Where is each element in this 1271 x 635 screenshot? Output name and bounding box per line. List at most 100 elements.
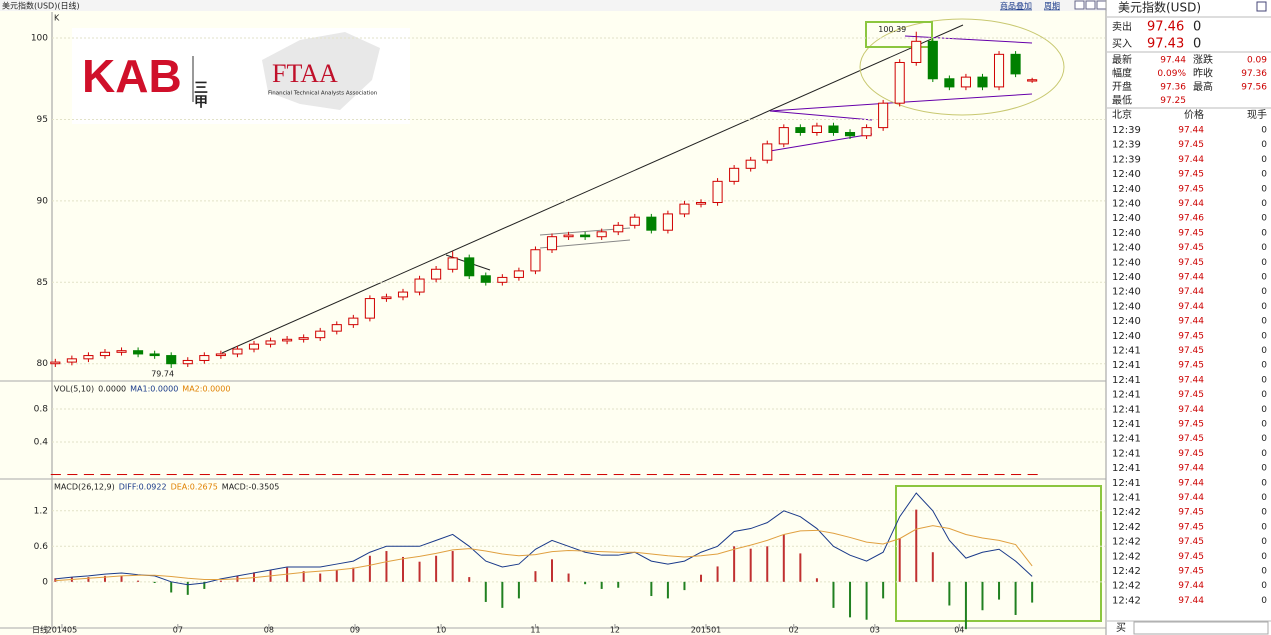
tick-time: 12:41 <box>1112 404 1141 415</box>
tick-price: 97.44 <box>1178 317 1204 327</box>
tick-price: 97.45 <box>1178 331 1204 341</box>
tick-time: 12:41 <box>1112 419 1141 430</box>
tick-size: 0 <box>1261 155 1267 165</box>
legend-entry: MACD(26,12,9) <box>54 483 115 492</box>
candle-body <box>778 127 789 145</box>
stat-value: 97.36 <box>1160 83 1186 93</box>
candle-body <box>447 257 458 270</box>
candle-body <box>116 350 127 353</box>
btn-c[interactable] <box>1096 0 1107 10</box>
btn-a[interactable] <box>1074 0 1085 10</box>
stat-value: 97.56 <box>1241 83 1267 93</box>
tick-time: 12:42 <box>1112 507 1141 518</box>
volume-bar <box>216 474 227 476</box>
volume-bar <box>315 474 326 476</box>
tick-time: 12:40 <box>1112 243 1141 254</box>
channel-line <box>769 133 873 152</box>
volume-bar <box>713 474 724 476</box>
candle-body <box>828 125 839 133</box>
tick-time: 12:40 <box>1112 257 1141 268</box>
tick-size: 0 <box>1261 596 1267 606</box>
window-buttons <box>1074 0 1107 10</box>
tick-price: 97.45 <box>1178 258 1204 268</box>
tick-size: 0 <box>1261 184 1267 194</box>
y-tick-label: 85 <box>37 278 48 288</box>
tick-size: 0 <box>1261 214 1267 224</box>
volume-bar <box>133 474 144 476</box>
volume-bar <box>514 474 525 476</box>
tick-size: 0 <box>1261 478 1267 488</box>
tick-size: 0 <box>1261 243 1267 253</box>
volume-bar <box>994 474 1005 476</box>
tick-size: 0 <box>1261 170 1267 180</box>
logo: KAB 三甲 FTAA Financial Technical Analysts… <box>72 28 410 124</box>
tick-time: 12:39 <box>1112 125 1141 136</box>
volume-bar <box>249 474 260 476</box>
candle-body <box>397 291 409 298</box>
candle-body <box>646 216 657 231</box>
candle-body <box>99 351 111 357</box>
trend-line <box>221 24 964 354</box>
legend-entry: MACD:-0.3505 <box>222 483 280 492</box>
volume-bar <box>481 474 492 476</box>
volume-bar <box>282 474 293 476</box>
x-tick-label: 08 <box>264 626 274 635</box>
candle-body <box>431 268 442 280</box>
tick-size: 0 <box>1261 449 1267 459</box>
volume-bar <box>547 474 558 476</box>
maximize-button[interactable] <box>1256 1 1267 12</box>
candle-body <box>613 224 624 233</box>
y-tick-label: 95 <box>37 115 48 125</box>
stat-value: 97.36 <box>1241 69 1267 79</box>
tick-price: 97.45 <box>1178 567 1204 577</box>
legend-entry: MA1:0.0000 <box>130 385 178 394</box>
y-tick-label: 0 <box>42 577 48 587</box>
volume-bar <box>1011 474 1022 476</box>
quote-panel: 美元指数(USD) 买 卖出 97.46 0 买入 97.43 0 最新 97.44 涨跌 0.0… <box>1107 0 1271 635</box>
candle-body <box>729 167 740 182</box>
y-tick-label: 100 <box>31 34 48 44</box>
candle-body <box>298 337 309 340</box>
candle-body <box>911 40 922 63</box>
overlay-button[interactable]: 商品叠加 <box>1000 1 1032 11</box>
annotation: 79.74 <box>151 369 174 378</box>
tick-size: 0 <box>1261 434 1267 444</box>
tick-time: 12:41 <box>1112 434 1141 445</box>
tick-time: 12:39 <box>1112 154 1141 165</box>
tick-size: 0 <box>1261 287 1267 297</box>
tick-price: 97.44 <box>1178 199 1204 209</box>
candle-body <box>679 203 690 215</box>
volume-bar <box>50 474 61 476</box>
tick-time: 12:40 <box>1112 331 1141 342</box>
volume-bar <box>812 474 823 476</box>
buy-label: 买 <box>1116 622 1126 634</box>
tick-size: 0 <box>1261 126 1267 136</box>
btn-b[interactable] <box>1085 0 1096 10</box>
tick-size: 0 <box>1261 522 1267 532</box>
order-input[interactable] <box>1133 621 1269 635</box>
tick-size: 0 <box>1261 375 1267 385</box>
volume-bar <box>265 474 277 476</box>
tick-price: 97.45 <box>1178 184 1204 194</box>
tick-price: 97.45 <box>1178 170 1204 180</box>
tick-price: 97.45 <box>1178 228 1204 238</box>
ticks-header: 现手 <box>1247 108 1267 121</box>
tick-size: 0 <box>1261 581 1267 591</box>
volume-bar <box>597 474 608 476</box>
tick-size: 0 <box>1261 199 1267 209</box>
tick-time: 12:42 <box>1112 595 1141 606</box>
tick-time: 12:41 <box>1112 360 1141 371</box>
volume-bar <box>381 474 392 476</box>
volume-bar <box>1027 474 1038 476</box>
period-button[interactable]: 周期 <box>1044 2 1060 11</box>
volume-bar <box>299 474 310 476</box>
x-tick-label: 10 <box>436 626 446 635</box>
tick-time: 12:42 <box>1112 551 1141 562</box>
candle-body <box>50 361 61 365</box>
candle-body <box>83 355 94 360</box>
candle-body <box>1010 53 1021 75</box>
ticks-header: 价格 <box>1184 108 1204 121</box>
x-tick-label: 07 <box>173 626 183 635</box>
tick-size: 0 <box>1261 258 1267 268</box>
